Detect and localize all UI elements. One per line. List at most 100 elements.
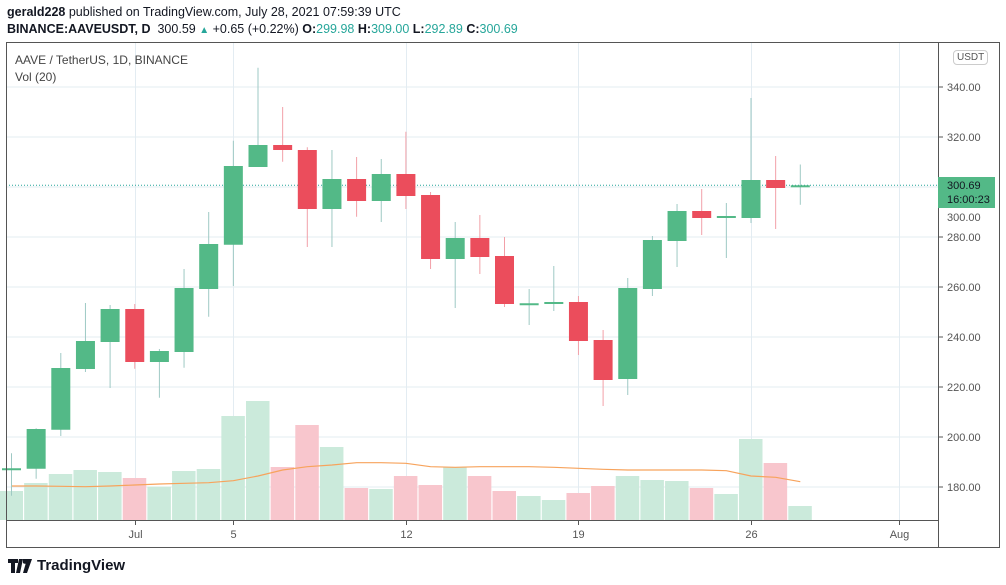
volume-bar: [467, 476, 492, 520]
volume-bar: [615, 476, 640, 520]
candle-body: [199, 244, 219, 289]
x-tick-label: 26: [745, 529, 757, 541]
volume-bar: [393, 476, 418, 520]
high-value: 309.00: [371, 22, 410, 36]
last-price-value: 300.69: [947, 180, 981, 192]
x-tick-label: 12: [400, 529, 412, 541]
candle-body: [741, 180, 761, 218]
candle-body: [322, 179, 342, 209]
y-tick-label: 200.00: [947, 432, 981, 444]
x-tick-label: Jul: [128, 529, 142, 541]
volume-bar: [196, 469, 221, 520]
candle-body: [667, 211, 687, 241]
candle-body: [544, 302, 564, 304]
volume-bar: [541, 500, 566, 520]
candle-body: [642, 240, 662, 289]
candle-body: [2, 468, 21, 471]
up-triangle-icon: ▲: [199, 25, 210, 36]
x-tick-label: Aug: [890, 529, 910, 541]
volume-bar: [492, 491, 516, 520]
volume-bar: [147, 486, 171, 520]
y-tick-label: 240.00: [947, 332, 981, 344]
volume-bar: [48, 474, 73, 520]
volume-bar: [591, 486, 615, 520]
candle-body: [790, 185, 810, 188]
x-tick-label: 19: [572, 529, 584, 541]
candle-body: [223, 166, 243, 245]
candle-body: [519, 303, 539, 306]
candle-body: [766, 180, 786, 188]
publish-info: gerald228 published on TradingView.com, …: [7, 5, 401, 19]
open-value: 299.98: [316, 22, 355, 36]
candle-body: [568, 302, 588, 341]
candle-body: [692, 211, 712, 218]
candle-body: [75, 341, 95, 369]
currency-badge[interactable]: USDT: [953, 50, 989, 65]
candle-body: [421, 195, 441, 259]
open-label: O:: [302, 22, 317, 36]
volume-bar: [689, 488, 714, 520]
y-tick-label: 340.00: [947, 82, 981, 94]
candle-body: [470, 238, 490, 257]
volume-bar: [270, 467, 295, 520]
y-tick-label: 320.00: [947, 132, 981, 144]
y-tick-label: 280.00: [947, 232, 981, 244]
candle-body: [495, 256, 514, 304]
candle-body: [100, 309, 120, 342]
volume-bar: [122, 478, 147, 520]
candle-body: [51, 368, 71, 430]
price: 300.59: [157, 22, 196, 36]
candle-body: [716, 216, 736, 218]
last-price-label: 300.69 16:00:23: [938, 177, 995, 208]
change: +0.65 (+0.22%): [212, 22, 299, 36]
symbol-info: BINANCE:AAVEUSDT, D 300.59 ▲ +0.65 (+0.2…: [7, 22, 518, 36]
close-value: 300.69: [479, 22, 518, 36]
author[interactable]: gerald228: [7, 5, 66, 19]
candle-body: [125, 309, 145, 362]
chart-frame: [6, 42, 1000, 548]
candle-body: [297, 150, 317, 209]
volume-bar: [640, 480, 664, 520]
volume-ma-line: [11, 462, 801, 488]
candle-body: [149, 351, 169, 362]
volume-bar: [665, 481, 689, 520]
candle-body: [445, 238, 465, 259]
volume-bar: [73, 470, 97, 520]
volume-bar: [517, 496, 541, 520]
volume-bar: [344, 488, 369, 520]
volume-bar: [418, 485, 443, 520]
close-label: C:: [466, 22, 480, 36]
tradingview-logo: TradingView: [8, 557, 125, 574]
volume-bar: [739, 439, 763, 520]
chart-legend-title: AAVE / TetherUS, 1D, BINANCE: [15, 53, 188, 67]
y-tick-label: 260.00: [947, 282, 981, 294]
candle-body: [174, 288, 194, 352]
volume-bar: [221, 416, 245, 520]
volume-bar: [98, 472, 122, 520]
candle-body: [273, 145, 293, 150]
candle-body: [248, 145, 268, 167]
volume-bar: [0, 491, 23, 520]
volume-bar: [295, 425, 319, 520]
bar-countdown: 16:00:23: [947, 194, 990, 206]
candle-body: [396, 174, 416, 196]
volume-legend: Vol (20): [15, 70, 57, 84]
candle-body: [347, 179, 367, 201]
candle-body: [371, 174, 391, 201]
candle-body: [618, 288, 638, 379]
candle-body: [593, 340, 613, 380]
volume-bar: [369, 489, 393, 520]
volume-bar: [443, 467, 467, 520]
low-value: 292.89: [424, 22, 463, 36]
volume-bar: [566, 493, 590, 520]
low-label: L:: [412, 22, 425, 36]
volume-bar: [763, 463, 788, 520]
x-tick-label: 5: [230, 529, 236, 541]
volume-bar: [714, 494, 738, 520]
symbol: BINANCE:AAVEUSDT, D: [7, 22, 151, 36]
volume-bar: [246, 401, 270, 520]
volume-bar: [172, 471, 196, 520]
y-tick-label: 180.00: [947, 482, 981, 494]
volume-bar: [788, 506, 812, 520]
